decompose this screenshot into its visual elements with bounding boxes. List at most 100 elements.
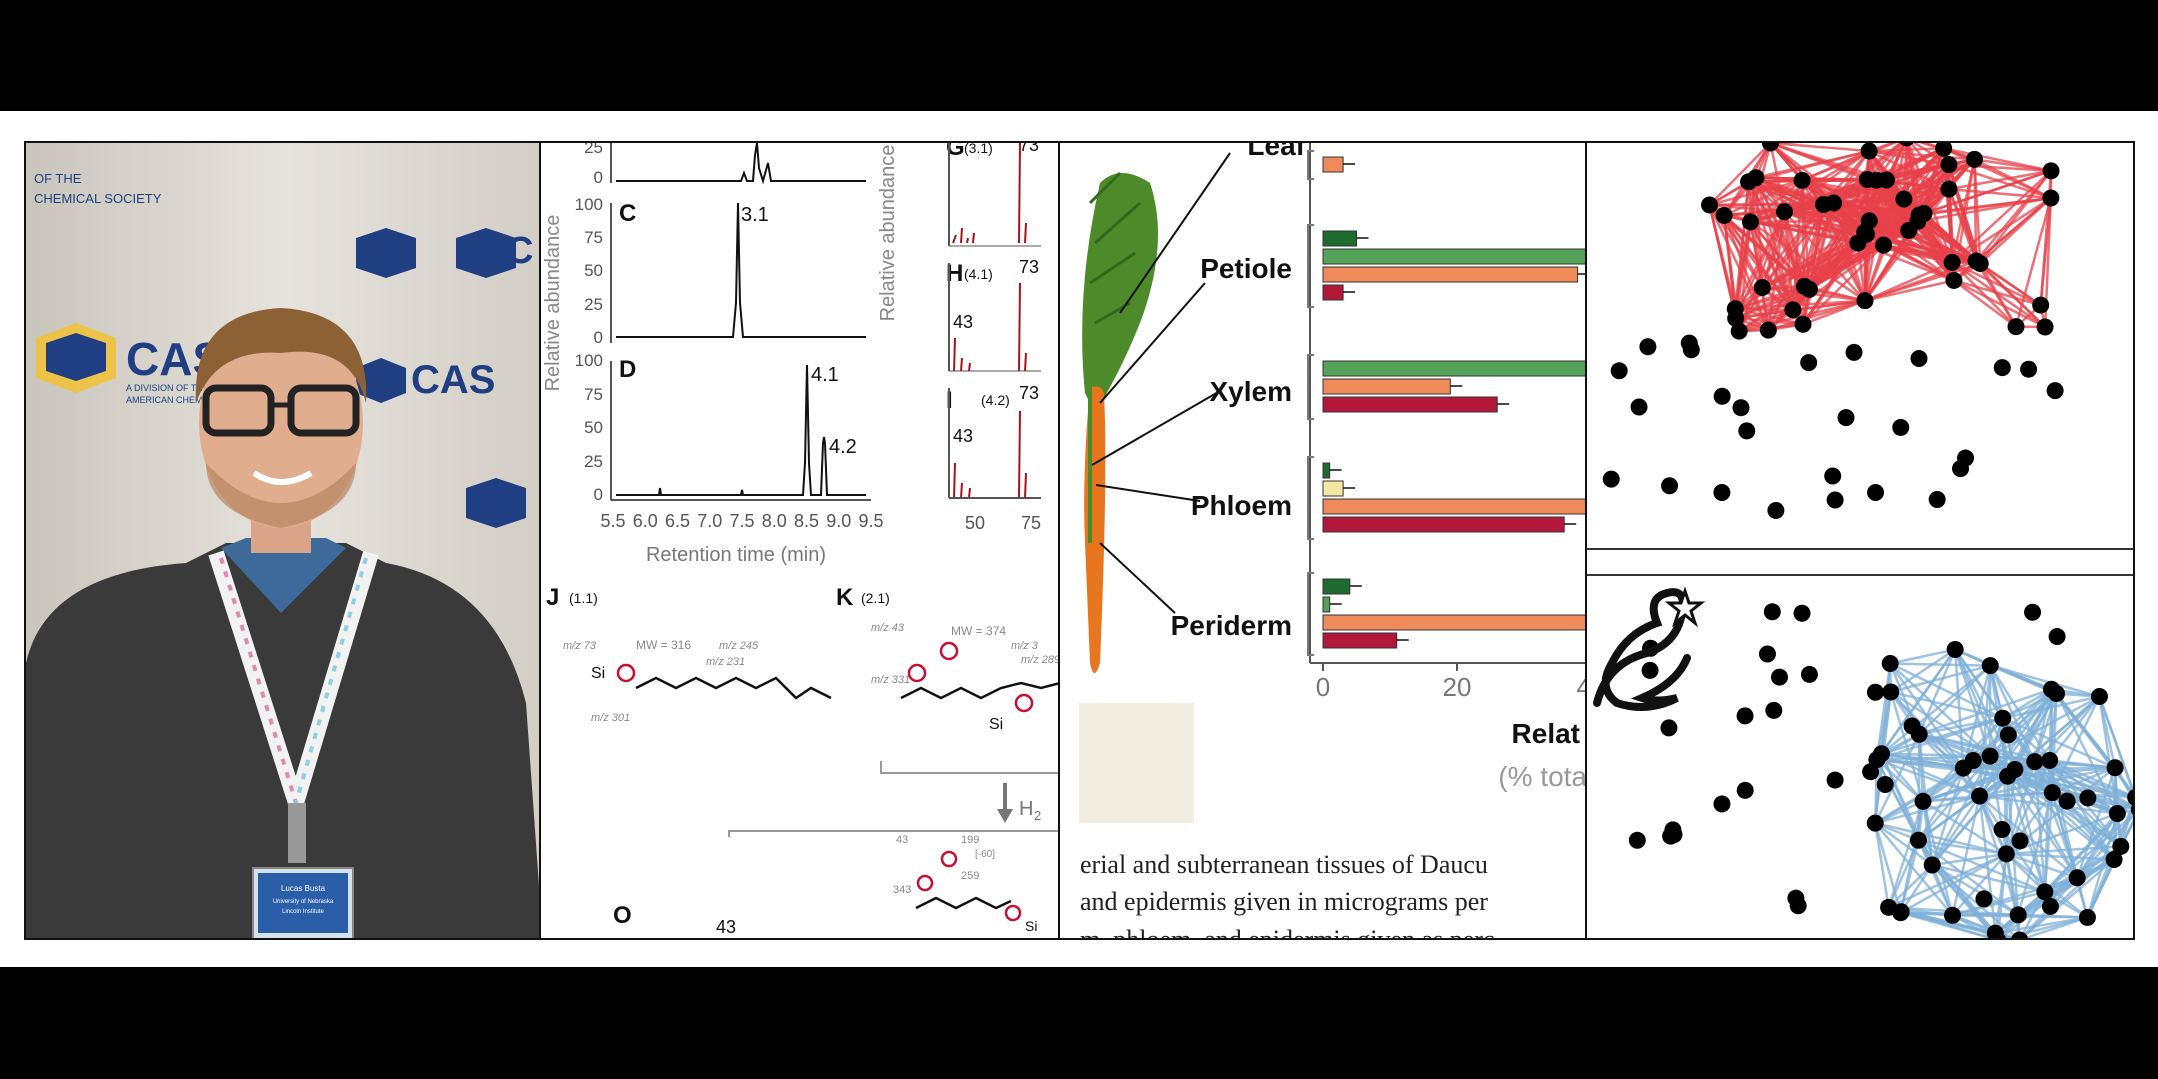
network-edge: [2006, 775, 2079, 879]
network-edge: [2048, 693, 2058, 761]
network-edge: [1900, 911, 1995, 938]
network-edge: [1931, 863, 2046, 894]
network-edge: [1876, 758, 1924, 803]
network-edge: [1874, 822, 1890, 908]
network-node: [1967, 252, 1985, 270]
network-node: [2127, 789, 2133, 806]
bar: [1322, 156, 1344, 173]
network-edge: [1918, 648, 1957, 735]
network-edge: [1754, 177, 1806, 287]
peak-label: 4.2: [829, 436, 857, 458]
network-edge: [1979, 794, 2118, 815]
network-edge: [1876, 758, 1964, 770]
panel-letter: C: [619, 200, 636, 227]
backdrop-line: AMERICAN CHEMICAL SOCIETY: [126, 395, 264, 405]
tick-label: 7.0: [697, 511, 722, 531]
network-node: [1943, 253, 1961, 271]
network-node: [1628, 831, 1646, 849]
network-node: [1767, 501, 1785, 519]
network-edge: [1922, 794, 1980, 803]
network-edge: [1917, 767, 1965, 841]
tick-label: 75: [584, 228, 603, 247]
network-edge: [1874, 822, 1954, 917]
badge-line: Lincoln Institute: [282, 909, 324, 915]
bar: [1322, 632, 1398, 649]
network-edge: [1917, 220, 1977, 263]
network-edge: [1876, 758, 1980, 798]
tissue-labels: Leaf Petiole Xylem Phloem Periderm: [1091, 143, 1306, 641]
network-node: [1981, 747, 1999, 765]
panel-letter: O: [613, 902, 632, 929]
group-bracket: [1307, 572, 1314, 656]
network-edge: [1899, 839, 1920, 913]
network-node: [2058, 792, 2076, 810]
tick-label: 0: [594, 485, 603, 504]
tick-label: 50: [965, 513, 985, 533]
panel-sub: (3.1): [964, 143, 993, 156]
network-panel: [1587, 141, 2135, 940]
network-edge: [1954, 648, 2004, 719]
network-edge: [2044, 813, 2133, 893]
network-edge: [1948, 169, 2052, 191]
network-node: [2079, 789, 2097, 807]
peak-label: 73: [1019, 383, 1039, 403]
network-node: [1837, 409, 1855, 427]
network-node: [1610, 362, 1628, 380]
person: [26, 308, 539, 938]
group-bracket: [1307, 456, 1314, 540]
network-node: [1875, 236, 1893, 254]
network-node: [2020, 360, 2038, 378]
fragment-label: 199: [961, 834, 979, 846]
network-edge: [1801, 179, 1919, 223]
network-node: [1747, 169, 1765, 187]
network-node: [1971, 787, 1989, 805]
network-node: [1997, 845, 2015, 863]
network-edge: [1978, 795, 2078, 879]
network-edge: [1801, 143, 1898, 182]
bar: [1322, 396, 1498, 413]
network-edge: [1875, 648, 1957, 761]
network-node: [1909, 212, 1927, 230]
network-edge: [1973, 158, 2052, 200]
fragment-label: m/z 3: [1011, 640, 1039, 652]
network-edge: [2002, 692, 2058, 720]
network-node: [1763, 603, 1781, 621]
bar: [1322, 248, 1585, 265]
network-edge: [1998, 876, 2078, 938]
network-node: [1928, 491, 1946, 509]
network-node: [1999, 726, 2017, 744]
tick-label: 75: [584, 385, 603, 404]
network-node: [1946, 640, 1964, 658]
mass-label: MW = 374: [951, 624, 1006, 638]
network-node: [1945, 271, 1963, 289]
network-edge: [1951, 169, 2052, 264]
network-edge: [1889, 648, 1956, 665]
network-edge: [1874, 822, 1902, 914]
network-edge: [1822, 143, 1903, 206]
network-edge: [1953, 279, 2042, 307]
peak-label: 43: [953, 312, 973, 332]
network-edge: [1918, 664, 1992, 736]
network-node: [2130, 803, 2133, 816]
portrait-illustration: CAS A DIVISION OF THE AMERICAN CHEMICAL …: [26, 143, 539, 938]
tick-label: 8.0: [762, 511, 787, 531]
structure-j: J (1.1) MW = 316 m/z 73 m/z 245 m/z 231 …: [546, 584, 832, 724]
network-edge: [1931, 795, 1981, 866]
network-node: [1639, 338, 1657, 356]
network-edge: [1880, 664, 1992, 755]
network-node: [1771, 668, 1789, 686]
tissue-label-phloem: Phloem: [1191, 490, 1292, 521]
network-edge: [2033, 693, 2058, 763]
network-edge: [1876, 717, 2004, 761]
network-node: [1713, 795, 1731, 813]
network-edge: [1917, 196, 2052, 223]
panel-sub: (4.2): [981, 392, 1010, 408]
network-edge: [1907, 143, 1954, 263]
network-node: [1736, 707, 1754, 725]
network-node: [1730, 322, 1748, 340]
network-node: [1899, 143, 1914, 147]
network-edge: [1709, 203, 1785, 213]
network-node: [1965, 150, 1983, 168]
network-node: [1824, 467, 1842, 485]
tick-label: 0: [594, 328, 603, 347]
